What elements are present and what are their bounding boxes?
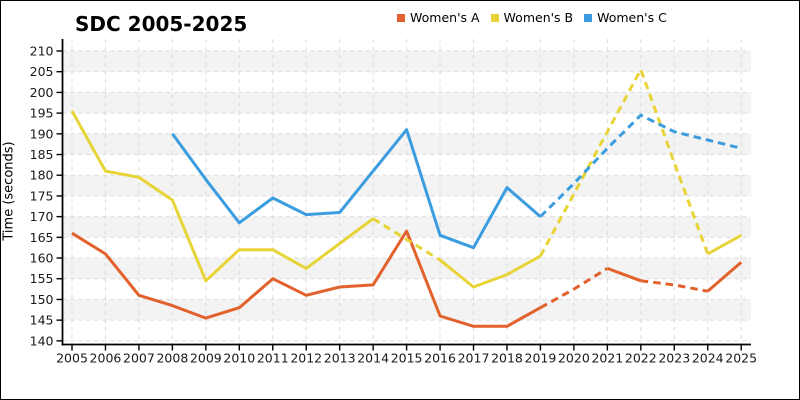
series-women-s-b-dashed-segment — [372, 217, 441, 262]
y-tick-label: 160 — [30, 251, 54, 266]
x-tick-label: 2010 — [223, 351, 255, 366]
plot-band — [62, 51, 751, 72]
series-women-s-c-dashed-segment — [539, 113, 742, 218]
x-tick-label: 2024 — [692, 351, 724, 366]
legend-item-women-s-a: Women's A — [397, 10, 480, 25]
series-women-s-a-solid-segment — [606, 266, 642, 283]
legend-item-women-s-b: Women's B — [490, 10, 574, 25]
legend-label-women-s-a: Women's A — [410, 10, 480, 25]
y-tick-label: 175 — [30, 188, 54, 203]
x-tick-label: 2015 — [391, 351, 423, 366]
y-tick-label: 185 — [30, 147, 54, 162]
series-women-s-a-dashed-segment — [539, 267, 609, 310]
y-axis-label: Time (seconds) — [1, 141, 17, 241]
plot-band — [62, 299, 751, 321]
legend-item-women-s-c: Women's C — [584, 10, 667, 25]
series-women-s-b — [70, 68, 742, 289]
plot-band — [62, 258, 751, 279]
legend-swatch-women-s-b — [490, 13, 499, 22]
x-tick-label: 2021 — [591, 351, 623, 366]
series-women-s-a-solid-segment — [71, 229, 542, 328]
x-tick-label: 2012 — [290, 351, 322, 366]
y-tick-label: 180 — [30, 168, 54, 183]
y-tick-label: 140 — [30, 333, 54, 348]
legend-label-women-s-c: Women's C — [597, 10, 667, 25]
y-tick-label: 165 — [30, 230, 54, 245]
y-tick-label: 145 — [30, 313, 54, 328]
legend: Women's A Women's B Women's C — [397, 10, 667, 25]
x-tick-label: 2018 — [491, 351, 523, 366]
series-women-s-b-dashed-segment — [539, 68, 710, 257]
y-tick-label: 195 — [30, 106, 54, 121]
x-tick-label: 2014 — [357, 351, 389, 366]
x-tick-label: 2016 — [424, 351, 456, 366]
x-tick-label: 2022 — [625, 351, 657, 366]
chart-title: SDC 2005-2025 — [75, 12, 248, 36]
series-women-s-a-dashed-segment — [640, 279, 708, 293]
y-tick-label: 155 — [30, 271, 54, 286]
x-tick-label: 2006 — [90, 351, 122, 366]
series-women-s-c-solid-segment — [171, 128, 542, 250]
series-women-s-a-solid-segment — [706, 261, 743, 293]
y-tick-label: 205 — [30, 64, 54, 79]
x-tick-label: 2011 — [257, 351, 289, 366]
x-tick-label: 2019 — [525, 351, 557, 366]
plot-band — [62, 92, 751, 114]
tick-labels: 140 145 150 155 160 165 170 175 180 185 190 195 200 2… — [30, 44, 757, 366]
legend-swatch-women-s-a — [397, 13, 405, 22]
x-tick-label: 2025 — [725, 351, 757, 366]
x-tick-label: 2013 — [324, 351, 356, 366]
y-tick-label: 210 — [30, 44, 54, 59]
x-tick-label: 2023 — [658, 351, 690, 366]
legend-swatch-women-s-c — [584, 13, 593, 22]
series-women-s-b-solid-segment — [70, 110, 374, 283]
ticks — [56, 50, 742, 351]
x-tick-label: 2007 — [123, 351, 155, 366]
series-women-s-b-solid-segment — [706, 233, 742, 256]
x-tick-label: 2017 — [458, 351, 490, 366]
y-tick-label: 170 — [30, 209, 54, 224]
y-tick-label: 200 — [30, 85, 54, 100]
x-tick-label: 2009 — [190, 351, 222, 366]
series-women-s-b-solid-segment — [439, 254, 542, 289]
series-women-s-c — [171, 113, 742, 250]
y-tick-label: 150 — [30, 292, 54, 307]
gridlines — [62, 39, 751, 345]
series-women-s-a — [71, 229, 743, 328]
legend-label-women-s-b: Women's B — [503, 10, 574, 25]
x-tick-label: 2020 — [558, 351, 590, 366]
x-tick-label: 2005 — [56, 351, 88, 366]
y-tick-label: 190 — [30, 126, 54, 141]
x-tick-label: 2008 — [156, 351, 188, 366]
